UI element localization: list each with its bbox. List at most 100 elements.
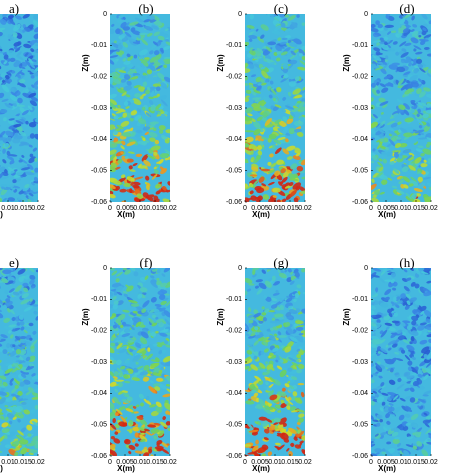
contour-blob xyxy=(30,63,36,69)
contour-blob xyxy=(3,434,8,439)
contour-blob xyxy=(7,136,12,142)
contour-blob xyxy=(301,56,305,61)
panel-title: a) xyxy=(9,1,19,16)
y-tick-label: -0.03 xyxy=(91,105,107,112)
contour-blob xyxy=(292,182,302,190)
contour-blob xyxy=(392,427,400,433)
contour-blob xyxy=(382,313,387,317)
contour-blob xyxy=(256,447,267,454)
contour-blob xyxy=(402,176,411,183)
contour-blob xyxy=(123,101,129,106)
contour-blob xyxy=(255,199,260,202)
contour-blob xyxy=(403,136,410,140)
contour-blob xyxy=(34,157,38,162)
y-tick-label: -0.06 xyxy=(352,199,368,206)
contour-blob xyxy=(144,25,154,31)
contour-blob xyxy=(151,322,158,327)
contour-blob xyxy=(12,89,19,96)
panel-title: (f) xyxy=(140,255,153,270)
contour-blob xyxy=(269,153,274,158)
contour-blob xyxy=(396,66,406,73)
contour-blob xyxy=(161,448,170,454)
contour-blob xyxy=(112,158,117,164)
contour-blob xyxy=(0,92,5,99)
contour-blob xyxy=(134,197,139,202)
contour-blob xyxy=(150,359,159,363)
contour-blob xyxy=(385,355,390,359)
x-tick-label: 0 xyxy=(243,205,247,212)
contour-blob xyxy=(126,396,133,402)
contour-blob xyxy=(17,418,21,423)
contour-blob xyxy=(375,287,379,293)
contour-blob xyxy=(271,30,281,35)
contour-blob xyxy=(35,315,38,321)
contour-blob xyxy=(397,377,402,383)
contour-blob xyxy=(275,45,282,52)
contour-blob xyxy=(27,268,35,273)
contour-blob xyxy=(133,367,139,373)
contour-blob xyxy=(265,381,269,386)
contour-blob xyxy=(245,41,250,47)
contour-blob xyxy=(375,452,380,455)
contour-blob xyxy=(158,294,166,300)
contour-blob xyxy=(18,65,26,69)
contour-blob xyxy=(286,448,290,452)
contour-blob xyxy=(142,81,147,87)
contour-blob xyxy=(280,107,286,113)
contour-blob xyxy=(113,321,121,329)
contour-blob xyxy=(151,314,157,319)
contour-blob xyxy=(121,132,132,137)
contour-blob xyxy=(114,371,119,377)
contour-blob xyxy=(28,355,36,362)
contour-blob xyxy=(424,19,429,24)
contour-blob xyxy=(14,15,22,20)
contour-blob xyxy=(283,438,290,443)
contour-blob xyxy=(371,396,376,400)
contour-blob xyxy=(261,70,269,79)
contour-blob xyxy=(150,410,159,417)
contour-blob xyxy=(130,325,135,331)
contour-blob xyxy=(298,48,305,56)
contour-blob xyxy=(280,77,289,83)
contour-blob xyxy=(133,54,138,59)
contour-blob xyxy=(268,94,273,99)
contour-blob xyxy=(13,41,21,47)
contour-blob xyxy=(297,383,305,386)
contour-blob xyxy=(280,22,286,28)
contour-blob xyxy=(138,427,145,432)
contour-blob xyxy=(121,92,127,97)
contour-blob xyxy=(297,66,305,71)
x-tick-label: 0.02 xyxy=(298,205,312,212)
contour-blob xyxy=(6,307,11,313)
contour-blob xyxy=(250,159,254,163)
contour-blob xyxy=(132,406,137,409)
contour-blob xyxy=(32,330,37,335)
contour-blob xyxy=(127,151,135,154)
contour-blob xyxy=(371,114,375,119)
contour-blob xyxy=(0,268,3,271)
contour-blob xyxy=(131,438,136,443)
contour-blob xyxy=(158,40,163,43)
contour-blob xyxy=(245,136,254,143)
contour-blob xyxy=(289,189,297,198)
contour-blob xyxy=(397,121,402,125)
contour-blob xyxy=(7,431,16,438)
contour-blob xyxy=(285,297,293,303)
contour-blob xyxy=(112,304,118,310)
contour-blob xyxy=(7,69,13,73)
contour-blob xyxy=(274,170,281,177)
contour-blob xyxy=(390,357,397,364)
contour-blob xyxy=(133,176,144,180)
contour-blob xyxy=(126,141,136,147)
contour-blob xyxy=(387,340,396,346)
contour-blob xyxy=(132,41,141,45)
contour-blob xyxy=(110,443,116,450)
x-tick-label: 0.005 xyxy=(116,459,134,466)
contour-blob xyxy=(143,452,150,456)
contour-blob xyxy=(160,421,168,428)
contour-blob xyxy=(166,304,170,308)
contour-blob xyxy=(423,159,427,163)
contour-blob xyxy=(0,426,4,432)
contour-blob xyxy=(268,145,273,149)
contour-blob xyxy=(387,347,392,351)
